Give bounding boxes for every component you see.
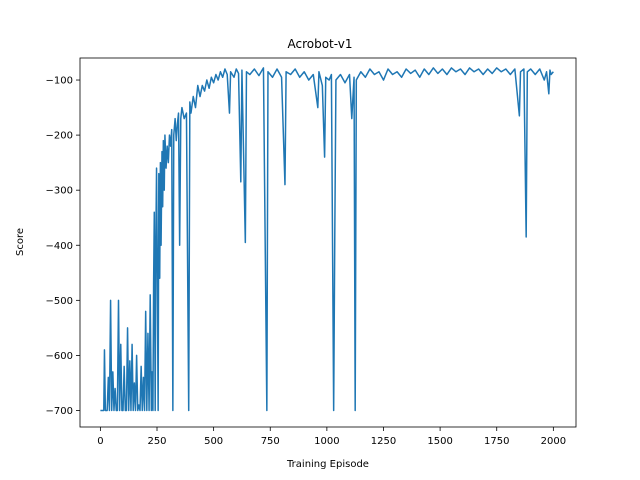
x-tick-label: 250 (147, 436, 166, 447)
x-axis: 0 250 500 750 1000 1250 1500 1750 2000 (97, 427, 566, 447)
x-tick-label: 500 (204, 436, 223, 447)
x-tick-label: 1500 (427, 436, 452, 447)
x-tick-label: 1250 (371, 436, 396, 447)
x-axis-label: Training Episode (286, 459, 369, 470)
series-line (100, 67, 554, 412)
y-tick-label: −600 (46, 351, 73, 362)
chart-title: Acrobot-v1 (287, 37, 352, 51)
x-tick-label: 1000 (314, 436, 339, 447)
x-tick-label: 750 (261, 436, 280, 447)
plot-frame (79, 57, 577, 428)
y-axis: −700 −600 −500 −400 −300 −200 −100 (46, 76, 80, 417)
y-tick-label: −700 (46, 406, 73, 417)
x-tick-label: 2000 (541, 436, 566, 447)
y-tick-label: −300 (46, 186, 73, 197)
y-tick-label: −200 (46, 131, 73, 142)
y-axis-label: Score (15, 228, 26, 256)
x-tick-label: 1750 (484, 436, 509, 447)
x-tick-label: 0 (97, 436, 103, 447)
y-tick-label: −400 (46, 241, 73, 252)
y-tick-label: −100 (46, 76, 73, 87)
y-tick-label: −500 (46, 296, 73, 307)
